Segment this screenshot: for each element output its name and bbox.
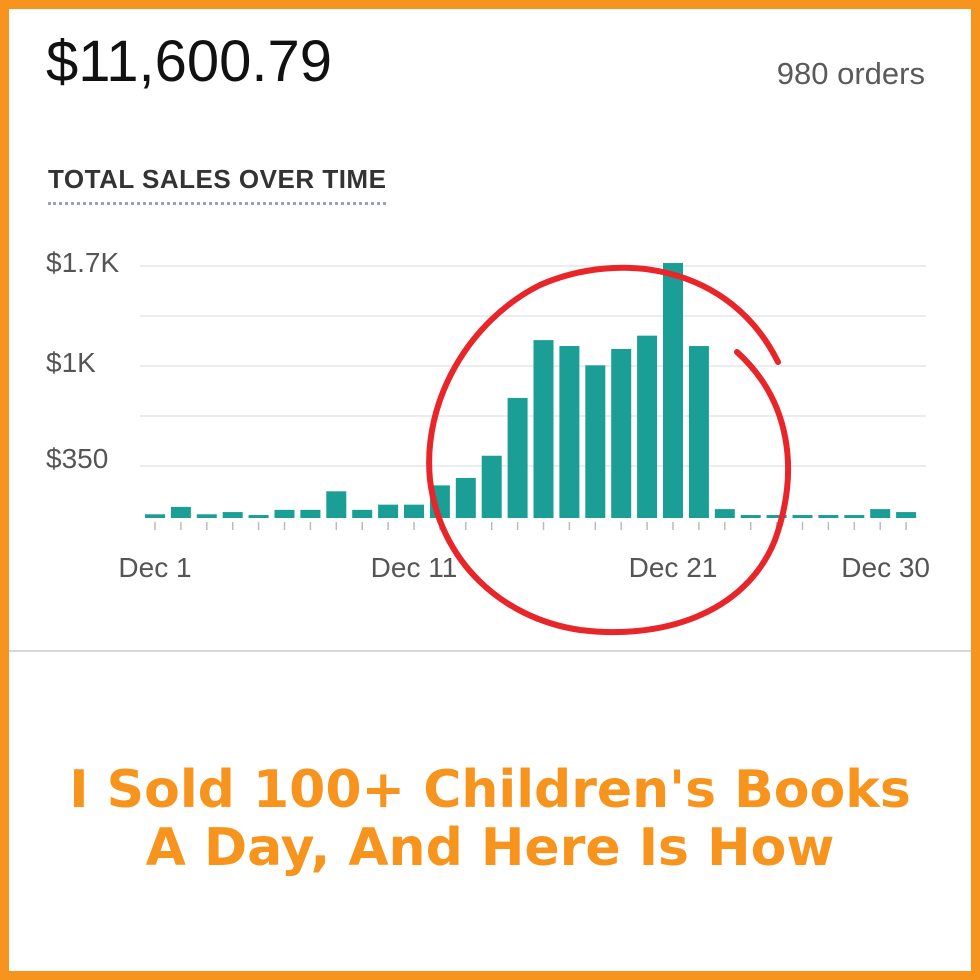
bar-dec-23[interactable] bbox=[714, 509, 735, 518]
x-tick-label: Dec 30 bbox=[841, 552, 930, 583]
bar-dec-2[interactable] bbox=[170, 506, 191, 518]
x-tick-label: Dec 1 bbox=[118, 552, 191, 583]
bar-dec-5[interactable] bbox=[248, 515, 269, 518]
bar-dec-14[interactable] bbox=[481, 455, 502, 518]
bar-dec-1[interactable] bbox=[145, 514, 165, 518]
headline-line-2: A Day, And Here Is How bbox=[145, 818, 835, 878]
bar-dec-7[interactable] bbox=[300, 509, 321, 518]
bar-dec-11[interactable] bbox=[404, 504, 424, 518]
bar-dec-17[interactable] bbox=[559, 346, 580, 518]
bar-dec-16[interactable] bbox=[533, 340, 554, 518]
bar-dec-28[interactable] bbox=[844, 515, 865, 518]
bar-dec-22[interactable] bbox=[688, 346, 709, 518]
bar-dec-27[interactable] bbox=[818, 515, 839, 518]
sales-bar-chart: $1.7K $1K $350 Dec 1 Dec 11 Dec 21 Dec 30 bbox=[46, 247, 930, 636]
x-axis-ticks bbox=[154, 522, 907, 530]
bar-dec-18[interactable] bbox=[585, 365, 606, 518]
y-tick-label: $1.7K bbox=[46, 247, 119, 278]
chart-title[interactable]: TOTAL SALES OVER TIME bbox=[48, 164, 387, 205]
chart-grid bbox=[140, 265, 926, 467]
bar-dec-9[interactable] bbox=[352, 509, 373, 518]
orders-count: 980 orders bbox=[776, 56, 925, 91]
bar-dec-6[interactable] bbox=[274, 509, 295, 518]
highlight-circle bbox=[426, 264, 792, 636]
bar-dec-21[interactable] bbox=[663, 263, 683, 518]
x-tick-label: Dec 21 bbox=[629, 552, 718, 583]
bar-dec-13[interactable] bbox=[455, 477, 476, 518]
bar-dec-15[interactable] bbox=[507, 397, 528, 518]
chart-bars bbox=[145, 263, 917, 518]
x-axis-labels: Dec 1 Dec 11 Dec 21 Dec 30 bbox=[118, 552, 930, 583]
bar-dec-25[interactable] bbox=[766, 515, 787, 518]
bar-dec-10[interactable] bbox=[378, 504, 399, 518]
y-axis-labels: $1.7K $1K $350 bbox=[46, 247, 119, 474]
y-tick-label: $350 bbox=[46, 443, 108, 474]
bar-dec-26[interactable] bbox=[792, 515, 813, 518]
x-tick-label: Dec 11 bbox=[371, 552, 458, 583]
total-sales-amount: $11,600.79 bbox=[46, 29, 332, 94]
headline-line-1: I Sold 100+ Children's Books bbox=[69, 760, 911, 820]
bar-dec-20[interactable] bbox=[637, 335, 658, 518]
bar-dec-24[interactable] bbox=[740, 515, 761, 518]
bar-dec-3[interactable] bbox=[196, 514, 217, 518]
bar-dec-19[interactable] bbox=[611, 349, 632, 518]
bar-dec-4[interactable] bbox=[222, 512, 243, 518]
divider bbox=[9, 650, 971, 652]
bar-dec-29[interactable] bbox=[870, 509, 891, 518]
bar-dec-8[interactable] bbox=[326, 491, 347, 518]
y-tick-label: $1K bbox=[46, 347, 96, 378]
bar-dec-30[interactable] bbox=[896, 512, 917, 518]
